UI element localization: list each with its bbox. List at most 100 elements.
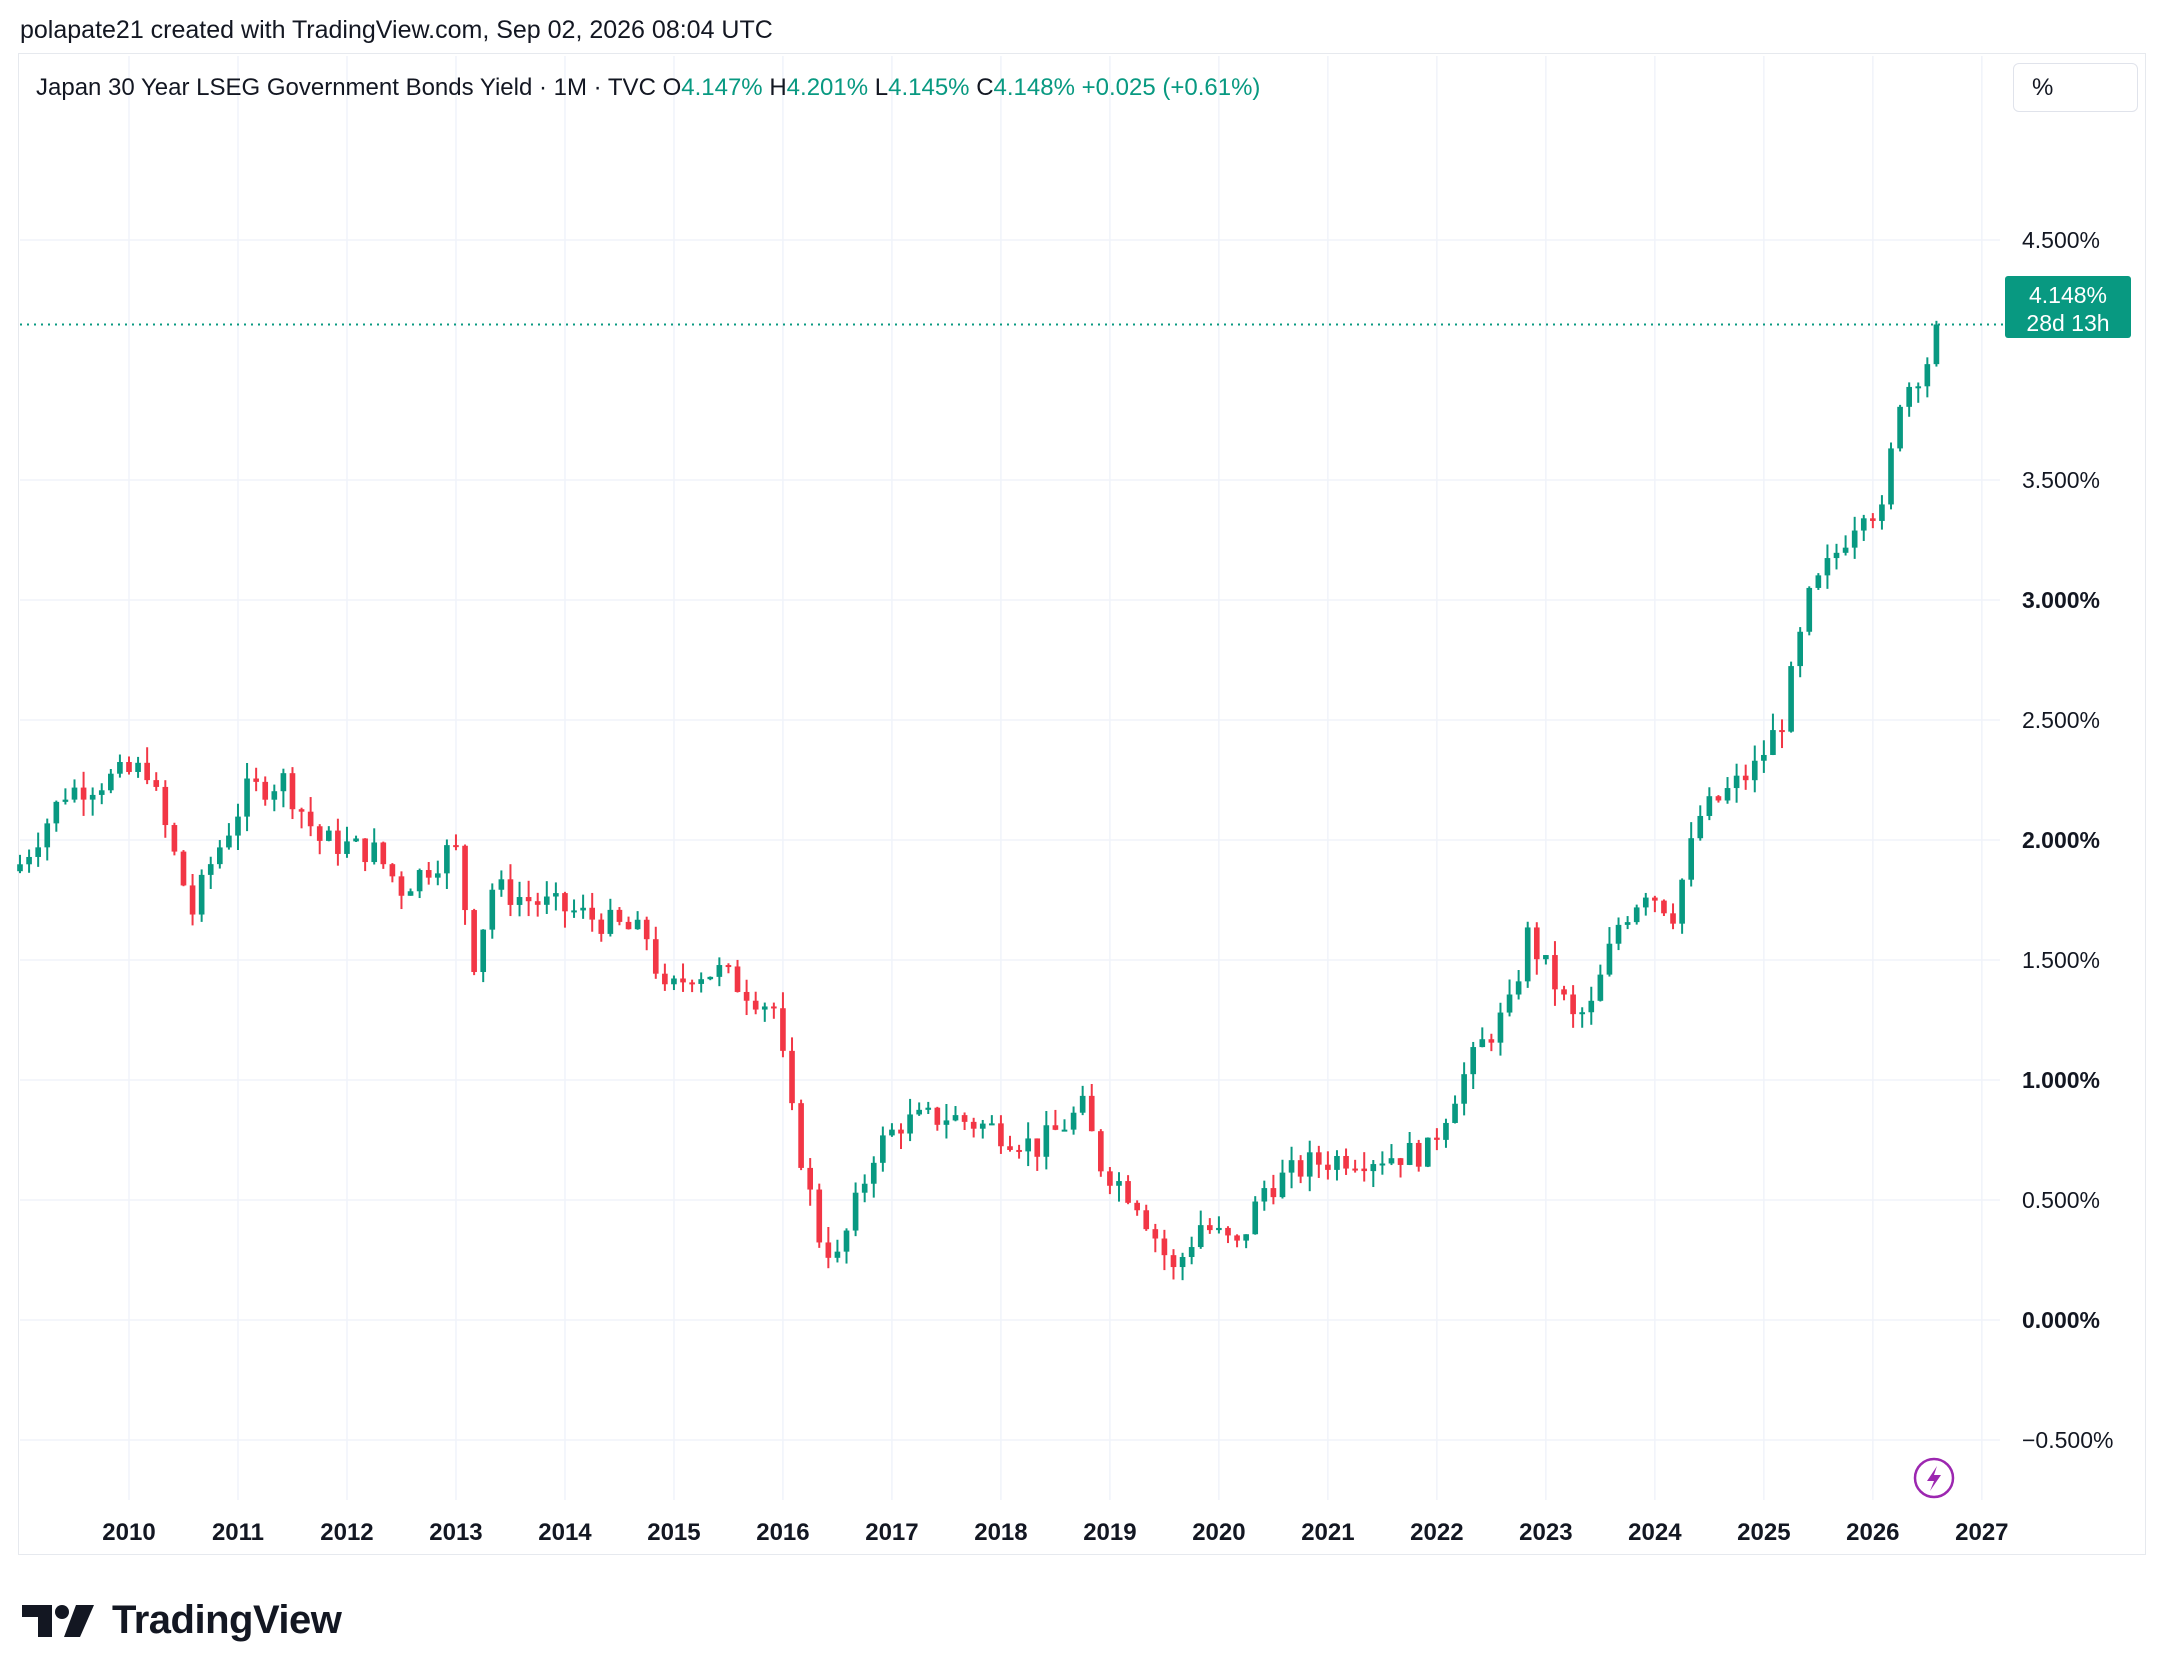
candle-body — [743, 991, 750, 1001]
candle-body — [1061, 1129, 1068, 1132]
open-label: O — [662, 74, 682, 101]
candle-body — [1661, 900, 1667, 914]
candle — [1633, 904, 1640, 925]
candle-body — [80, 787, 87, 800]
lightning-icon[interactable] — [1913, 1457, 1955, 1499]
y-tick-label: 2.500% — [2022, 707, 2100, 733]
candle-body — [843, 1230, 850, 1252]
y-tick-label: 3.500% — [2022, 467, 2100, 493]
candle-body — [1161, 1238, 1168, 1256]
candle-body — [325, 830, 332, 841]
candle-body — [852, 1192, 859, 1231]
candle-body — [1216, 1227, 1222, 1231]
candle — [580, 894, 586, 919]
candle-body — [1533, 927, 1540, 960]
candle — [1424, 1137, 1431, 1168]
candle-body — [416, 870, 423, 892]
candle — [407, 888, 414, 896]
candle — [1252, 1196, 1259, 1235]
candle-body — [244, 778, 250, 817]
candle-body — [1170, 1255, 1177, 1268]
candle-body — [1751, 760, 1758, 781]
candle — [970, 1117, 977, 1138]
candle-body — [1388, 1158, 1395, 1164]
candle-body — [1488, 1039, 1495, 1043]
candle-body — [462, 845, 468, 911]
candle — [843, 1228, 850, 1264]
chart-frame[interactable] — [18, 53, 2146, 1555]
candle-body — [117, 762, 123, 774]
brand-name: TradingView — [112, 1598, 342, 1642]
candle-body — [280, 773, 287, 792]
candle — [1570, 985, 1576, 1028]
candle-body — [1879, 504, 1885, 521]
candle-body — [1370, 1164, 1377, 1172]
candle-body — [1052, 1125, 1059, 1130]
candle — [207, 856, 214, 889]
candle-body — [970, 1121, 977, 1129]
candle-body — [180, 851, 187, 886]
x-tick-label: 2015 — [647, 1519, 700, 1546]
candle-body — [1152, 1229, 1159, 1239]
tradingview-brand[interactable]: TradingView — [22, 1598, 342, 1643]
candle — [108, 768, 114, 794]
candle-body — [716, 965, 723, 977]
candle — [398, 871, 405, 910]
candle — [1188, 1236, 1195, 1265]
candle-body — [1470, 1047, 1477, 1075]
candle-body — [480, 929, 487, 973]
candle — [889, 1123, 895, 1137]
candle-body — [298, 809, 305, 812]
candle — [1352, 1159, 1358, 1173]
candle-body — [1252, 1201, 1259, 1235]
candle-body — [1642, 897, 1649, 908]
candle — [244, 762, 250, 832]
candle-body — [1188, 1247, 1195, 1258]
candle — [1497, 1002, 1504, 1056]
candle-body — [1624, 922, 1631, 925]
x-tick-label: 2018 — [974, 1519, 1027, 1546]
candle — [217, 840, 223, 869]
candle — [298, 807, 305, 829]
candle-body — [398, 876, 405, 896]
candle-body — [1434, 1137, 1440, 1140]
candle — [1370, 1160, 1377, 1188]
bar-countdown: 28d 13h — [2026, 310, 2109, 336]
candle — [235, 803, 241, 851]
candle-body — [289, 773, 296, 810]
candle-body — [1288, 1160, 1295, 1173]
candle-body — [1379, 1163, 1386, 1166]
candle — [852, 1182, 859, 1237]
candle — [1833, 543, 1840, 570]
candle-body — [1415, 1142, 1422, 1167]
candle — [434, 860, 441, 886]
candle — [1134, 1200, 1140, 1216]
candle — [1506, 979, 1513, 1017]
candle — [598, 913, 605, 942]
x-tick-label: 2017 — [865, 1519, 918, 1546]
candle — [771, 1002, 777, 1019]
candle-body — [1397, 1158, 1404, 1165]
candle — [1052, 1109, 1059, 1131]
candle — [1888, 442, 1894, 510]
x-tick-label: 2022 — [1410, 1519, 1463, 1546]
price-scale-unit-button[interactable]: % — [2013, 63, 2138, 112]
candle-body — [1279, 1172, 1286, 1198]
y-axis[interactable]: 4.500% 3.500% 3.000% 2.500% 2.000% 1.500% 1.00… — [2022, 227, 2113, 1453]
candle — [1479, 1027, 1486, 1048]
candle-body — [625, 921, 632, 930]
candle-body — [834, 1251, 841, 1258]
chart-caption: polapate21 created with TradingView.com,… — [20, 16, 773, 44]
candle-body — [1851, 530, 1858, 548]
candlestick-chart[interactable]: 4.500% 3.500% 3.000% 2.500% 2.000% 1.500% 1.00… — [0, 0, 2168, 1600]
candle-body — [1888, 448, 1894, 505]
candle — [507, 864, 514, 917]
candle — [1642, 892, 1649, 916]
candle — [680, 963, 686, 992]
candle — [1415, 1139, 1422, 1172]
candle-body — [1315, 1152, 1322, 1165]
x-axis[interactable]: 2010 2011 2012 2013 2014 2015 2016 2017 2018 2019… — [102, 1519, 2008, 1546]
candle — [870, 1156, 877, 1198]
candle-body — [344, 841, 350, 854]
symbol-legend[interactable]: Japan 30 Year LSEG Government Bonds Yiel… — [36, 74, 1260, 102]
